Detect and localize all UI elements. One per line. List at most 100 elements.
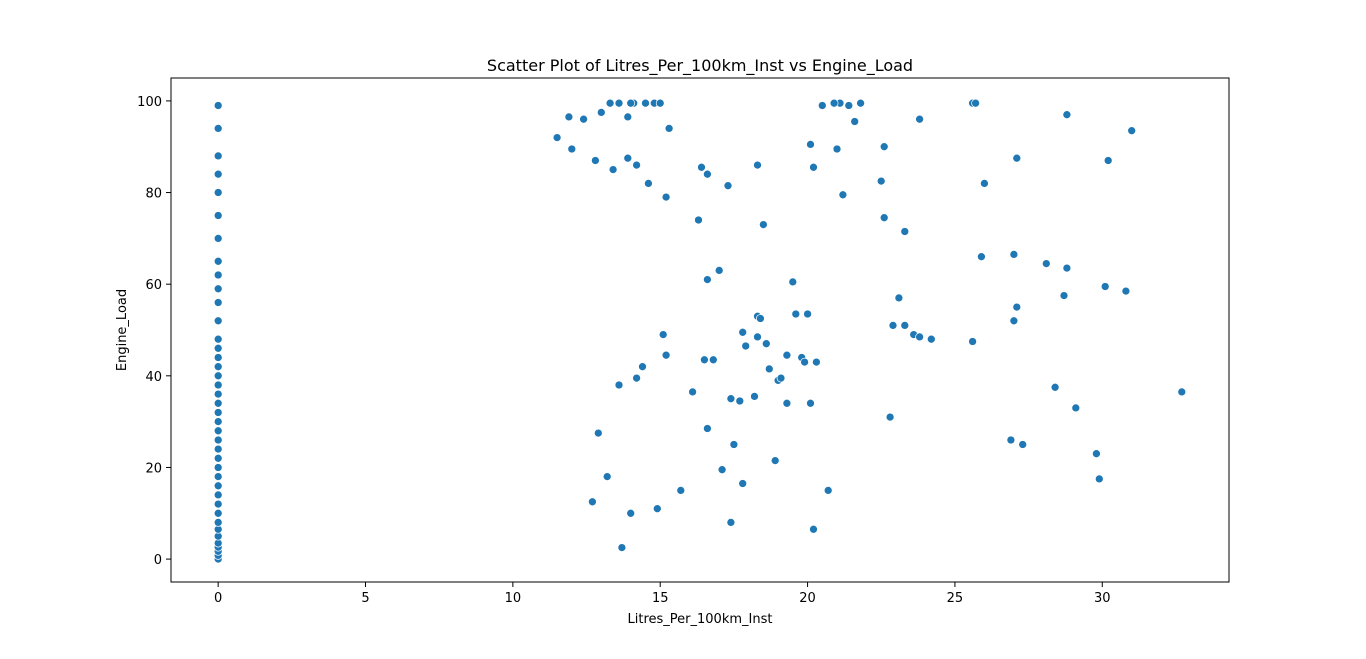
scatter-point <box>213 234 223 243</box>
scatter-point <box>213 481 223 491</box>
scatter-point <box>703 424 712 433</box>
scatter-point <box>1018 440 1028 449</box>
scatter-point <box>655 98 665 108</box>
scatter-point <box>809 524 818 534</box>
scatter-point <box>738 327 748 337</box>
scatter-point <box>658 330 668 339</box>
scatter-point <box>567 144 577 154</box>
y-tick-label: 40 <box>145 370 162 385</box>
scatter-point <box>676 486 686 495</box>
scatter-point <box>726 394 736 404</box>
scatter-point <box>1059 291 1069 300</box>
scatter-point <box>926 334 936 344</box>
scatter-point <box>888 321 898 330</box>
scatter-point <box>588 497 597 507</box>
x-axis-ticks: 0 5 10 15 20 25 30 <box>214 582 1111 606</box>
scatter-point <box>782 398 792 408</box>
y-tick-label: 20 <box>145 461 162 476</box>
scatter-point <box>761 339 771 349</box>
scatter-point <box>697 162 706 172</box>
scatter-point <box>626 98 636 108</box>
scatter-point <box>661 192 671 202</box>
scatter-point <box>741 341 751 351</box>
scatter-point <box>213 490 223 500</box>
scatter-point <box>213 101 223 110</box>
scatter-point <box>626 508 636 518</box>
scatter-point <box>1121 286 1131 296</box>
scatter-point <box>700 355 709 365</box>
scatter-point <box>1062 110 1072 120</box>
scatter-point <box>915 114 924 124</box>
scatter-point <box>823 486 833 495</box>
scatter-point <box>806 140 815 149</box>
scatter-point <box>817 101 827 110</box>
scatter-point <box>213 188 223 197</box>
scatter-point <box>614 380 624 390</box>
scatter-point <box>885 412 895 422</box>
scatter-point <box>703 169 712 179</box>
scatter-points <box>213 98 1187 564</box>
plot-frame <box>170 77 1230 583</box>
scatter-point <box>708 355 718 365</box>
scatter-point <box>723 181 733 191</box>
scatter-point <box>850 117 860 126</box>
scatter-point <box>213 472 223 481</box>
scatter-point <box>1094 474 1104 484</box>
scatter-point <box>856 98 865 108</box>
scatter-point <box>726 518 736 527</box>
scatter-point <box>1006 435 1016 445</box>
scatter-point <box>770 456 780 465</box>
scatter-point <box>729 440 739 449</box>
scatter-point <box>915 332 924 342</box>
scatter-point <box>213 463 223 472</box>
scatter-point <box>593 428 603 438</box>
scatter-point <box>1009 316 1019 326</box>
scatter-point <box>977 252 986 262</box>
scatter-point <box>1092 449 1101 459</box>
x-tick-label: 25 <box>947 591 964 606</box>
scatter-point <box>213 389 223 399</box>
scatter-point <box>623 153 633 163</box>
scatter-point <box>213 408 223 417</box>
scatter-point <box>623 112 633 122</box>
scatter-point <box>703 275 712 284</box>
scatter-point <box>605 98 615 108</box>
scatter-point <box>632 373 641 383</box>
scatter-point <box>1050 382 1060 392</box>
scatter-point <box>213 398 223 408</box>
scatter-point <box>1012 302 1022 312</box>
scatter-point <box>829 98 839 108</box>
scatter-point <box>608 165 618 174</box>
x-tick-label: 20 <box>799 591 816 606</box>
scatter-point <box>1127 126 1137 136</box>
scatter-point <box>617 543 627 552</box>
scatter-point <box>1062 263 1072 273</box>
scatter-point <box>638 362 647 372</box>
scatter-point <box>812 357 821 367</box>
x-tick-label: 5 <box>361 591 369 606</box>
scatter-point <box>1103 156 1113 165</box>
y-tick-label: 80 <box>145 187 162 202</box>
scatter-point <box>791 309 801 319</box>
scatter-point <box>844 101 854 110</box>
scatter-point <box>213 343 223 353</box>
scatter-point <box>596 108 606 117</box>
x-tick-label: 30 <box>1094 591 1111 606</box>
scatter-point <box>552 133 562 142</box>
scatter-point <box>591 156 600 165</box>
scatter-point <box>1100 282 1110 291</box>
scatter-point <box>213 380 223 390</box>
scatter-point <box>1012 153 1022 163</box>
y-axis-label: Engine_Load <box>115 289 130 371</box>
scatter-point <box>879 213 889 223</box>
scatter-point <box>213 444 223 454</box>
scatter-point <box>1009 250 1019 259</box>
scatter-point <box>968 337 977 346</box>
scatter-point <box>759 220 768 229</box>
scatter-point <box>641 98 650 108</box>
scatter-point <box>900 227 910 236</box>
scatter-point <box>213 417 223 426</box>
x-tick-label: 15 <box>652 591 669 606</box>
scatter-point <box>688 387 697 397</box>
